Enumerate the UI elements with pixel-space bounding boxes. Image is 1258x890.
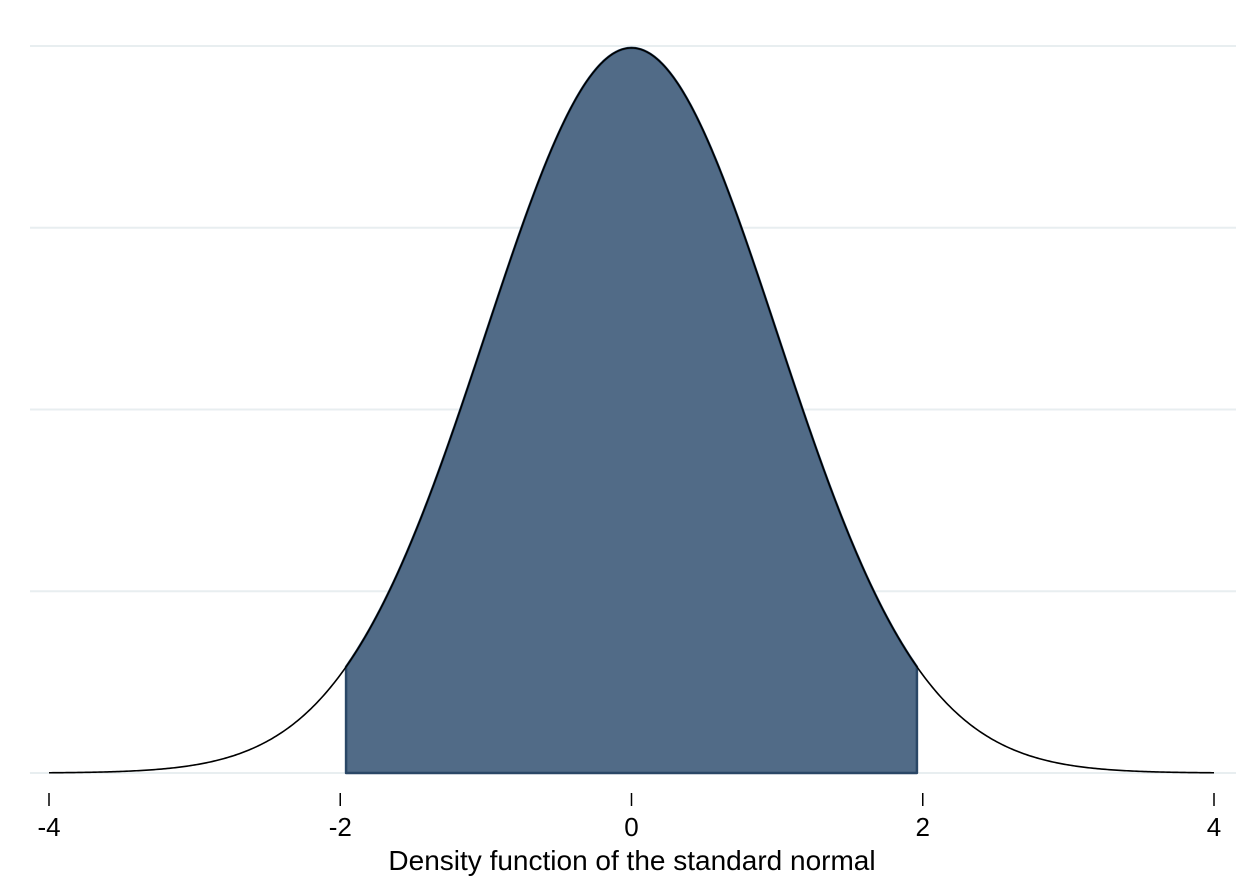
x-tick-label-2: 0 [624, 812, 638, 842]
x-tick-label-3: 2 [916, 812, 930, 842]
x-tick-label-0: -4 [37, 812, 60, 842]
x-tick-label-4: 4 [1207, 812, 1221, 842]
x-tick-label-1: -2 [329, 812, 352, 842]
density-curve [48, 47, 1215, 774]
x-axis-title: Density function of the standard normal [388, 845, 875, 876]
x-axis: -4 -2 0 2 4 [37, 793, 1221, 842]
density-curve-group [48, 47, 1215, 774]
